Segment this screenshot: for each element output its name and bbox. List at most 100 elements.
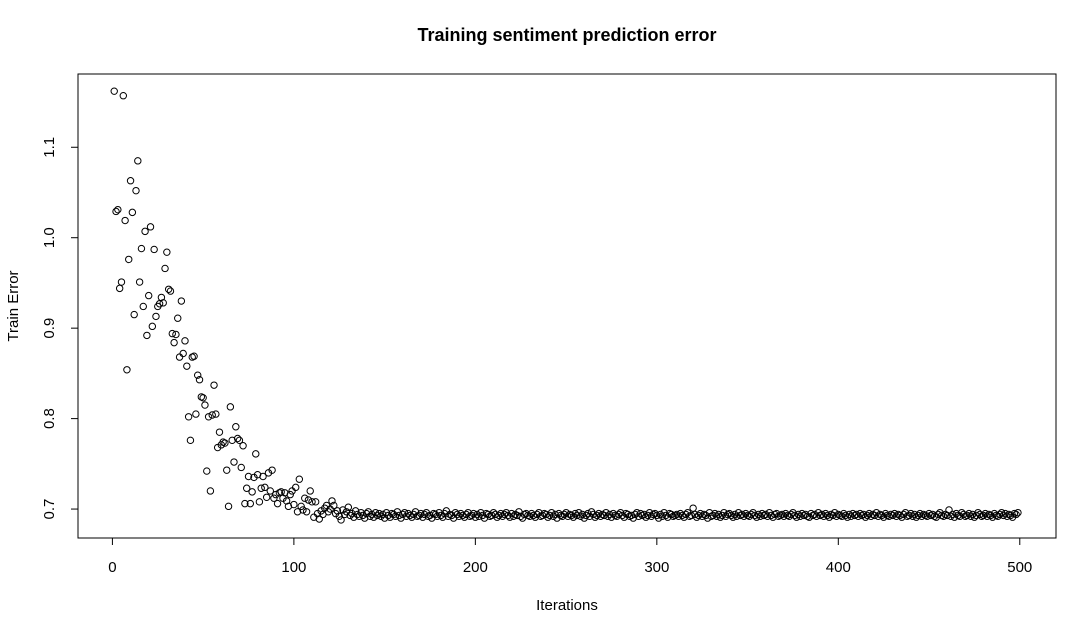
y-tick-label: 0.7: [41, 499, 58, 520]
point: [121, 216, 129, 225]
point: [252, 450, 260, 458]
point: [241, 499, 249, 508]
point: [856, 509, 864, 518]
point: [353, 510, 362, 519]
point: [564, 512, 572, 520]
point: [999, 511, 1008, 520]
point: [297, 502, 305, 511]
point: [166, 287, 175, 295]
point: [242, 484, 251, 492]
point: [654, 514, 663, 522]
point: [473, 510, 481, 519]
point: [152, 312, 160, 321]
point: [123, 366, 131, 374]
point: [266, 487, 274, 495]
point: [656, 510, 665, 519]
point: [905, 511, 913, 520]
point: [306, 487, 314, 495]
x-tick-label: 0: [108, 559, 116, 576]
point: [495, 511, 503, 520]
point: [257, 484, 265, 492]
point: [852, 510, 861, 519]
point: [727, 511, 735, 520]
point: [114, 205, 122, 214]
point: [206, 487, 215, 495]
point: [596, 512, 605, 520]
point: [203, 467, 211, 475]
point: [199, 394, 207, 402]
point: [791, 511, 799, 520]
point: [208, 411, 216, 419]
point: [302, 508, 311, 516]
point: [261, 483, 269, 492]
point: [899, 510, 908, 519]
point: [337, 516, 345, 524]
point: [967, 512, 975, 520]
point: [889, 511, 897, 520]
point: [544, 513, 552, 521]
point: [384, 511, 392, 520]
point: [818, 510, 826, 519]
point: [509, 512, 518, 520]
y-axis-label: Train Error: [5, 270, 22, 341]
point: [194, 371, 202, 379]
point: [979, 511, 988, 520]
point: [642, 513, 650, 521]
point: [255, 498, 264, 506]
point: [150, 245, 158, 254]
point: [567, 511, 576, 520]
point: [110, 87, 118, 95]
point: [230, 458, 238, 466]
point: [344, 503, 353, 511]
x-tick-label: 300: [644, 559, 669, 576]
point: [215, 428, 224, 436]
point: [346, 511, 354, 520]
y-tick-label: 1.1: [41, 137, 58, 158]
point: [190, 352, 198, 360]
x-tick-label: 400: [826, 559, 851, 576]
point: [161, 264, 169, 273]
point: [179, 349, 187, 358]
point: [673, 510, 681, 519]
point: [987, 511, 995, 520]
point: [624, 510, 632, 519]
point: [918, 512, 926, 520]
point: [143, 331, 151, 340]
point: [134, 157, 142, 165]
point: [811, 510, 819, 519]
point: [112, 207, 120, 216]
point: [778, 510, 786, 519]
point: [295, 475, 304, 483]
point: [417, 509, 425, 518]
point: [145, 291, 153, 300]
y-tick-label: 0.8: [41, 408, 58, 429]
point: [172, 330, 180, 339]
point: [304, 496, 313, 504]
y-tick-label: 1.0: [41, 227, 58, 248]
point: [135, 278, 144, 286]
point: [462, 510, 470, 519]
point: [330, 501, 338, 510]
point: [878, 511, 886, 520]
point: [879, 513, 888, 521]
point: [547, 508, 556, 517]
point: [237, 463, 245, 472]
point: [373, 511, 382, 520]
point: [420, 510, 429, 519]
point: [551, 510, 559, 519]
point: [139, 302, 147, 311]
point: [201, 401, 209, 409]
point: [181, 337, 189, 345]
point: [226, 403, 235, 411]
point: [731, 510, 739, 519]
point: [406, 511, 414, 520]
point: [956, 512, 964, 520]
point: [132, 186, 140, 195]
point: [377, 512, 385, 520]
point: [983, 512, 991, 520]
x-tick-label: 100: [281, 559, 306, 576]
x-axis-label: Iterations: [536, 597, 598, 614]
point: [291, 483, 300, 492]
